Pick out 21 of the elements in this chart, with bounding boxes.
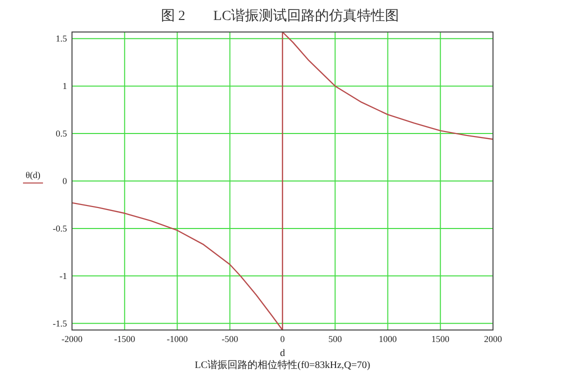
text: LC谐振回路的相位特性(f0=83kHz,Q=70) — [194, 359, 370, 371]
y-tick-label: 0.5 — [56, 128, 68, 139]
x-tick-label: 2000 — [484, 334, 502, 344]
x-tick-label: 1500 — [431, 334, 450, 344]
chart-title: 图 2 LC谐振测试回路的仿真特性图 — [160, 8, 400, 24]
x-tick-label: -1000 — [166, 334, 188, 344]
y-tick-label: -1 — [60, 270, 67, 281]
x-axis-title: d — [280, 348, 285, 359]
x-tick-label: -2000 — [62, 334, 83, 344]
y-tick-label: -0.5 — [52, 223, 68, 234]
x-tick-label: 500 — [328, 334, 342, 344]
x-tick-label: 0 — [280, 334, 286, 344]
y-tick-label: 1.5 — [56, 34, 68, 44]
x-tick-label: 1000 — [378, 334, 398, 344]
x-tick-label: -500 — [222, 334, 239, 344]
y-axis-title: θ(d) — [26, 170, 40, 180]
y-tick-label: -1.5 — [52, 318, 68, 328]
y-tick-label: 0 — [62, 176, 68, 186]
y-tick-label: 1 — [62, 81, 67, 92]
line-series — [71, 31, 494, 331]
x-tick-label: -1500 — [114, 334, 136, 344]
